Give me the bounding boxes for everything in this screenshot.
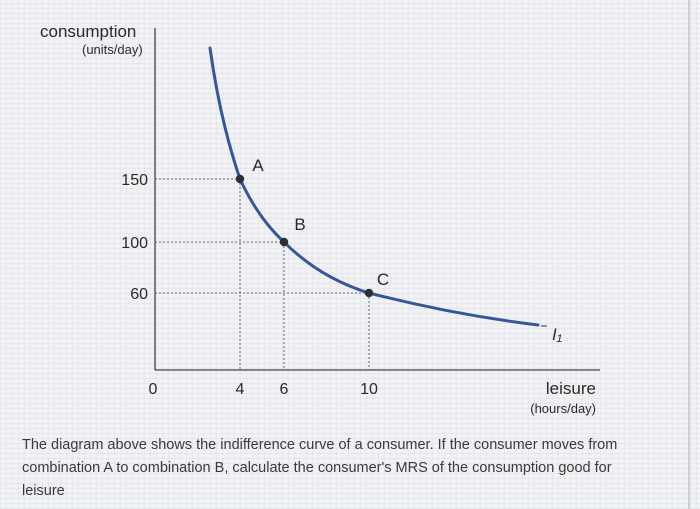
indifference-curve-chart: consumption(units/day) leisure (hours/day)… bbox=[40, 22, 600, 416]
question-text: The diagram above shows the indifference… bbox=[22, 437, 618, 499]
x-tick-label: 4 bbox=[236, 381, 245, 398]
y-axis-label: consumption bbox=[40, 22, 136, 41]
y-tick-label: 60 bbox=[130, 286, 148, 303]
point-marker bbox=[279, 237, 289, 247]
x-tick-label: 6 bbox=[280, 381, 289, 398]
y-axis-units: (units/day) bbox=[82, 42, 143, 57]
y-tick-label: 100 bbox=[121, 235, 148, 252]
point-marker bbox=[364, 288, 374, 298]
x-axis-label: leisure bbox=[546, 379, 596, 398]
point-label: C bbox=[377, 270, 389, 289]
x-tick-label: 10 bbox=[360, 381, 378, 398]
x-tick-label: 0 bbox=[149, 381, 158, 398]
point-label: B bbox=[294, 215, 305, 234]
curve-label: I₁ bbox=[552, 325, 562, 344]
y-tick-label: 150 bbox=[121, 172, 148, 189]
point-label: A bbox=[252, 156, 264, 175]
x-axis-units: (hours/day) bbox=[530, 401, 596, 416]
indifference-curve bbox=[208, 46, 540, 327]
point-marker bbox=[235, 174, 245, 184]
